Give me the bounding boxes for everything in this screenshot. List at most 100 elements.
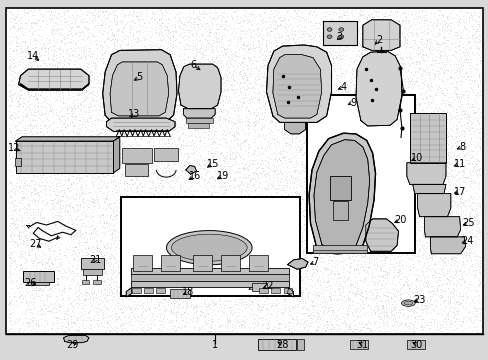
- Point: [463, 203, 470, 208]
- Point: [379, 44, 386, 49]
- Point: [440, 7, 448, 13]
- Point: [25, 253, 33, 258]
- Point: [346, 325, 353, 330]
- Point: [325, 50, 333, 55]
- Point: [227, 119, 235, 125]
- Point: [420, 225, 428, 231]
- Point: [421, 45, 428, 51]
- Point: [61, 134, 68, 140]
- Point: [274, 320, 282, 326]
- Point: [246, 58, 254, 63]
- Point: [339, 257, 347, 263]
- Point: [165, 158, 173, 164]
- Point: [359, 276, 367, 282]
- Point: [115, 68, 122, 74]
- Point: [117, 291, 124, 297]
- Point: [414, 66, 422, 71]
- Point: [413, 12, 421, 18]
- Point: [147, 44, 155, 49]
- Point: [284, 117, 292, 123]
- Point: [277, 128, 285, 134]
- Point: [194, 114, 202, 120]
- Point: [368, 298, 376, 304]
- Point: [174, 160, 182, 166]
- Point: [386, 311, 394, 317]
- Point: [267, 60, 275, 66]
- Point: [37, 229, 44, 235]
- Point: [350, 309, 358, 315]
- Point: [469, 253, 477, 259]
- Point: [339, 36, 346, 41]
- Point: [102, 249, 110, 255]
- Point: [277, 114, 285, 120]
- Point: [282, 164, 290, 170]
- Point: [261, 148, 269, 153]
- Point: [234, 64, 242, 69]
- Point: [118, 293, 126, 299]
- Point: [128, 326, 136, 332]
- Point: [97, 153, 105, 159]
- Point: [40, 328, 48, 334]
- Point: [321, 298, 328, 304]
- Point: [258, 8, 265, 14]
- Point: [120, 156, 127, 161]
- Point: [299, 319, 307, 325]
- Point: [240, 323, 248, 329]
- Point: [287, 112, 295, 117]
- Point: [350, 7, 358, 13]
- Point: [174, 323, 182, 329]
- Point: [220, 189, 227, 195]
- Point: [347, 67, 355, 73]
- Point: [369, 41, 377, 47]
- Point: [216, 165, 224, 171]
- Point: [452, 203, 460, 208]
- Point: [451, 182, 459, 188]
- Point: [110, 141, 118, 147]
- Point: [423, 225, 431, 230]
- Point: [457, 140, 465, 146]
- Point: [77, 265, 85, 271]
- Point: [211, 311, 219, 317]
- Point: [107, 26, 115, 32]
- Point: [15, 75, 23, 81]
- Point: [325, 302, 333, 308]
- Point: [411, 31, 419, 36]
- Point: [72, 317, 80, 323]
- Point: [412, 185, 420, 191]
- Bar: [132, 288, 141, 293]
- Point: [265, 130, 273, 135]
- Point: [354, 48, 362, 54]
- Point: [281, 24, 288, 30]
- Point: [247, 84, 255, 90]
- Point: [80, 31, 88, 37]
- Point: [337, 28, 345, 33]
- Point: [171, 300, 179, 306]
- Point: [389, 295, 397, 301]
- Point: [235, 20, 243, 26]
- Point: [295, 115, 303, 121]
- Point: [401, 8, 408, 14]
- Point: [379, 50, 386, 55]
- Point: [461, 216, 468, 222]
- Point: [300, 298, 308, 303]
- Point: [97, 79, 105, 85]
- Point: [391, 260, 399, 266]
- Point: [183, 75, 190, 80]
- Point: [229, 10, 237, 15]
- Point: [30, 93, 38, 99]
- Point: [102, 324, 110, 330]
- Point: [435, 194, 443, 199]
- Point: [114, 325, 122, 331]
- Point: [416, 228, 424, 234]
- Point: [159, 303, 166, 309]
- Point: [473, 43, 481, 49]
- Point: [426, 239, 434, 244]
- Point: [339, 34, 347, 40]
- Point: [270, 18, 278, 23]
- Point: [410, 108, 418, 113]
- Point: [105, 214, 113, 220]
- Point: [299, 251, 306, 256]
- Point: [358, 279, 366, 284]
- Point: [165, 297, 173, 302]
- Point: [425, 143, 433, 149]
